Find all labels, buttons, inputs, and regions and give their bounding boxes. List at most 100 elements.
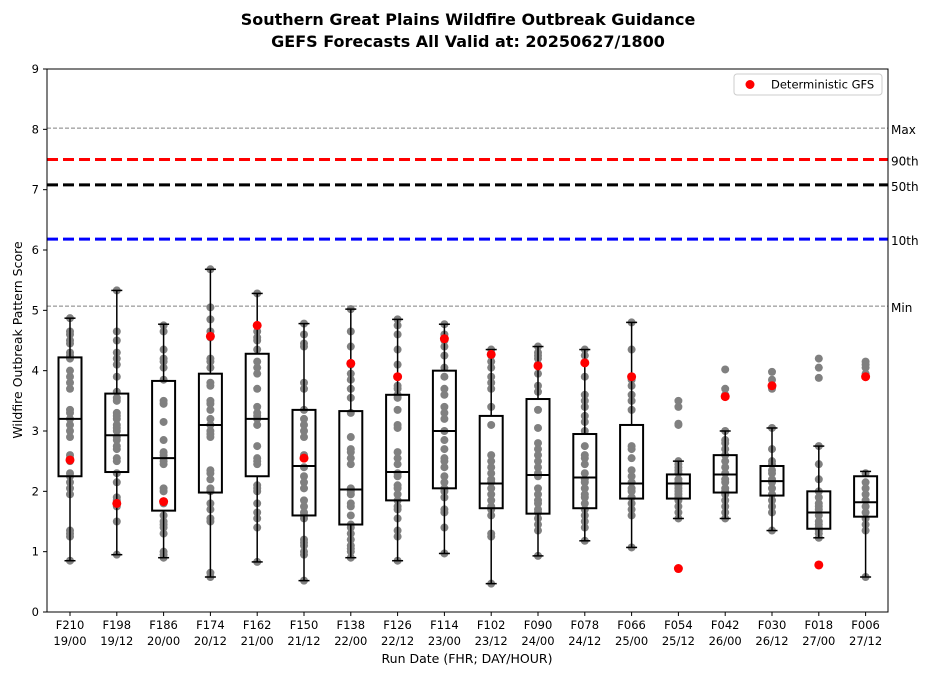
member-point	[440, 372, 449, 381]
member-point	[346, 499, 355, 508]
member-point	[300, 414, 308, 423]
x-tick-label-fhr: F078	[571, 618, 600, 632]
member-point	[627, 454, 636, 463]
deterministic-point	[533, 361, 543, 371]
member-point	[159, 396, 168, 405]
y-tick-label: 8	[32, 122, 39, 136]
member-point	[66, 427, 74, 435]
x-tick-label-fhr: F198	[103, 618, 132, 632]
member-point	[721, 484, 730, 493]
member-point	[487, 463, 496, 472]
member-point	[300, 433, 308, 442]
deterministic-point	[65, 455, 75, 465]
box-iqr	[197, 372, 223, 494]
box-iqr	[57, 356, 83, 478]
member-point	[580, 484, 589, 493]
x-tick-label-dayhour: 21/12	[287, 634, 320, 648]
member-point	[393, 469, 402, 478]
member-point	[861, 357, 870, 366]
member-point	[534, 423, 542, 432]
member-point	[206, 396, 215, 405]
x-tick-label-fhr: F162	[243, 618, 272, 632]
x-axis-label: Run Date (FHR; DAY/HOUR)	[382, 651, 553, 666]
member-point	[440, 436, 449, 445]
y-tick-label: 4	[32, 364, 39, 378]
member-point	[159, 484, 168, 493]
x-tick-label-dayhour: 26/12	[755, 634, 788, 648]
box-iqr	[478, 414, 504, 510]
member-point	[440, 478, 449, 487]
deterministic-point	[580, 358, 590, 368]
member-point	[580, 490, 589, 499]
member-point	[253, 420, 262, 429]
deterministic-point	[673, 564, 683, 574]
member-point	[66, 372, 74, 381]
y-tick-label: 1	[32, 545, 39, 559]
member-point	[580, 499, 589, 508]
member-point	[440, 414, 449, 423]
x-tick-label-fhr: F042	[711, 618, 740, 632]
member-point	[721, 365, 730, 374]
member-point	[627, 472, 636, 481]
member-point	[253, 369, 262, 378]
deterministic-point	[767, 381, 777, 391]
deterministic-point	[720, 392, 730, 402]
box-iqr	[151, 379, 177, 512]
box-iqr	[619, 423, 645, 500]
member-point	[66, 378, 74, 387]
x-tick-label-dayhour: 24/00	[521, 634, 554, 648]
member-point	[861, 484, 870, 493]
member-point	[206, 427, 215, 435]
member-point	[159, 417, 168, 426]
member-point	[300, 484, 308, 493]
legend-box	[733, 73, 883, 96]
member-point	[393, 460, 402, 469]
box-iqr	[525, 398, 551, 515]
member-point	[300, 463, 308, 472]
x-tick-label-dayhour: 20/12	[194, 634, 227, 648]
y-tick-label: 3	[32, 424, 39, 438]
member-point	[861, 508, 870, 517]
member-point	[66, 420, 74, 429]
x-tick-label-fhr: F114	[430, 618, 459, 632]
plot-frame	[46, 68, 889, 613]
y-tick-label: 7	[32, 183, 39, 197]
member-point	[346, 445, 355, 454]
deterministic-point	[814, 560, 824, 570]
y-tick-label: 9	[32, 62, 39, 76]
x-tick-label-fhr: F186	[149, 618, 178, 632]
member-point	[440, 472, 449, 481]
member-point	[487, 496, 496, 505]
box-iqr	[385, 393, 411, 502]
member-point	[159, 436, 168, 445]
member-point	[487, 484, 496, 493]
reference-label-90th: 90th	[891, 155, 919, 169]
member-point	[440, 454, 449, 463]
member-point	[440, 384, 449, 393]
member-point	[814, 499, 823, 508]
member-point	[253, 402, 262, 411]
member-point	[112, 454, 121, 463]
member-point	[534, 490, 542, 499]
box-iqr	[291, 408, 317, 517]
member-point	[346, 460, 355, 469]
legend-deterministic-marker	[745, 80, 755, 89]
member-point	[159, 448, 168, 457]
member-point	[393, 454, 402, 463]
member-point	[580, 469, 589, 478]
member-point	[534, 405, 542, 414]
member-point	[580, 442, 589, 451]
x-tick-label-dayhour: 25/00	[615, 634, 648, 648]
member-point	[487, 451, 496, 460]
x-tick-label-dayhour: 22/00	[334, 634, 367, 648]
member-point	[440, 390, 449, 399]
x-tick-label-dayhour: 24/12	[568, 634, 601, 648]
box-iqr	[853, 475, 879, 518]
member-point	[674, 402, 683, 411]
member-point	[721, 463, 730, 472]
reference-label-max: Max	[891, 123, 916, 137]
deterministic-point	[299, 453, 309, 463]
member-point	[861, 478, 870, 487]
member-point	[393, 405, 402, 414]
